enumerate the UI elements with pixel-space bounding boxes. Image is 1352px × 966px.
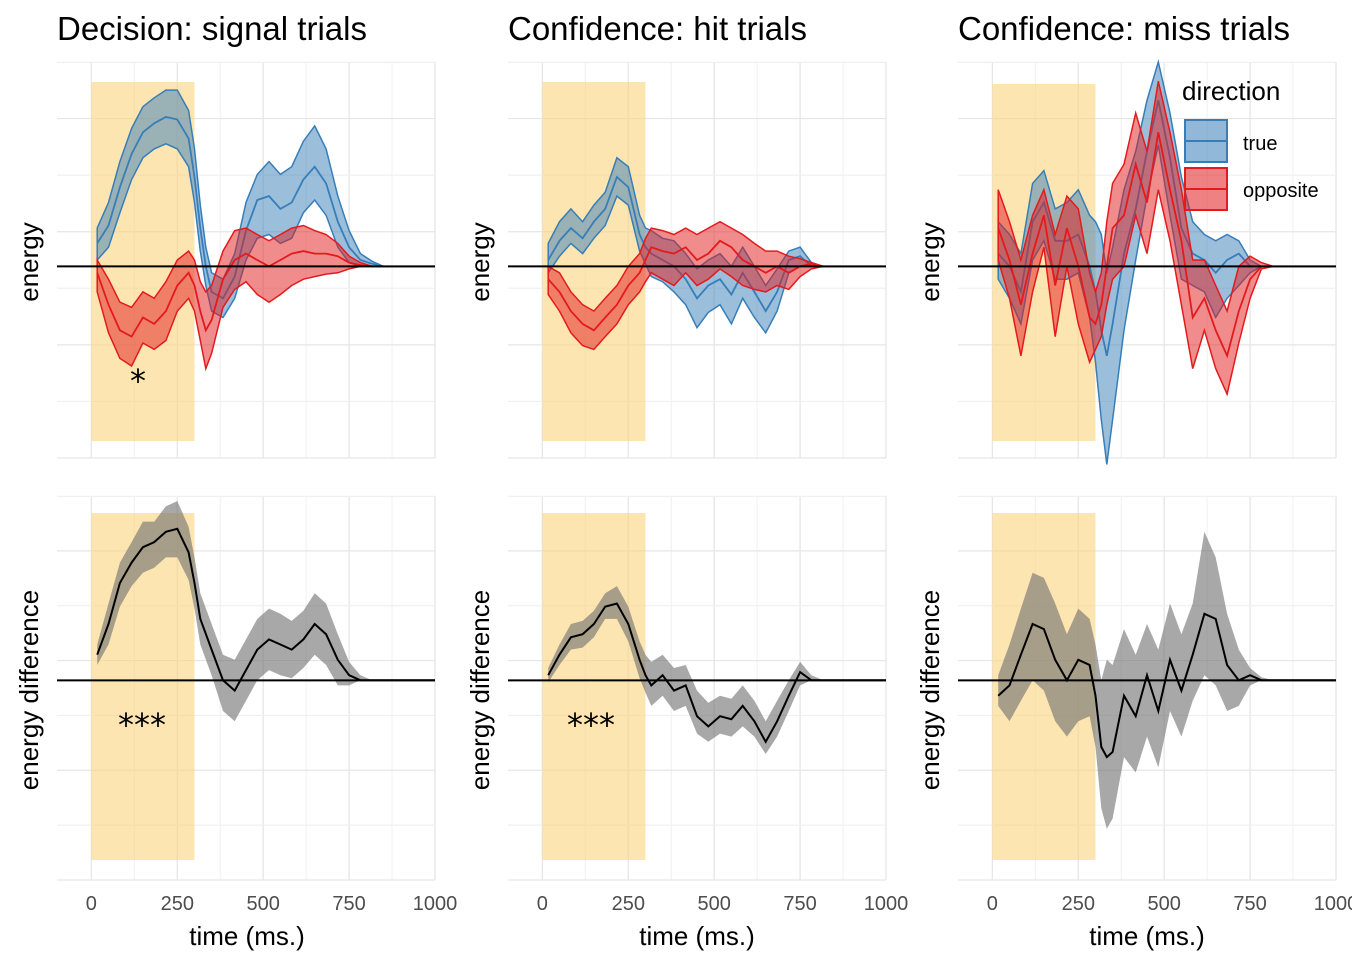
x-tick-label: 1000 xyxy=(1314,893,1352,915)
legend-label-true: true xyxy=(1243,133,1277,155)
xlabel-2: time (ms.) xyxy=(1089,921,1205,951)
x-tick-label: 750 xyxy=(1233,893,1266,915)
title-confidence-miss: Confidence: miss trials xyxy=(958,10,1290,47)
x-tick-label: 250 xyxy=(612,893,645,915)
x-tick-label: 1000 xyxy=(864,893,909,915)
mean-line-difference xyxy=(547,602,886,744)
significance-star-4: *** xyxy=(567,706,615,744)
ylabel-0: energy xyxy=(14,222,44,302)
x-tick-label: 500 xyxy=(1147,893,1180,915)
panel-decision-signal-energy xyxy=(57,61,436,459)
x-tick-label: 750 xyxy=(332,893,365,915)
x-tick-label: 500 xyxy=(697,893,730,915)
ribbon-difference xyxy=(548,586,886,754)
x-tick-label: 750 xyxy=(783,893,816,915)
mean-line-opposite xyxy=(96,250,435,338)
stimulus-window xyxy=(542,513,646,860)
legend-title: direction xyxy=(1182,76,1280,106)
x-tick-label: 250 xyxy=(161,893,194,915)
panel-confidence-miss-difference: 0 250 500 750 1000 xyxy=(958,495,1352,915)
x-tick-label: 500 xyxy=(246,893,279,915)
x-tick-label: 0 xyxy=(537,893,548,915)
ylabel-2: energy xyxy=(915,222,945,302)
xlabel-0: time (ms.) xyxy=(189,921,305,951)
ribbon-difference xyxy=(97,501,435,722)
x-tick-label: 0 xyxy=(987,893,998,915)
x-tick-label: 250 xyxy=(1062,893,1095,915)
ylabel-5: energy difference xyxy=(915,590,945,790)
panel-confidence-hit-difference: 0 250 500 750 1000 xyxy=(508,495,909,915)
stimulus-window xyxy=(542,82,646,441)
significance-star-3: *** xyxy=(118,706,166,744)
panel-confidence-miss-energy xyxy=(958,59,1337,465)
x-tick-label: 0 xyxy=(86,893,97,915)
mean-line-difference xyxy=(96,527,435,693)
title-confidence-hit: Confidence: hit trials xyxy=(508,10,807,47)
significance-star-0: * xyxy=(130,362,146,400)
ylabel-1: energy xyxy=(465,222,495,302)
panel-confidence-hit-energy xyxy=(508,61,887,459)
x-tick-label: 1000 xyxy=(413,893,458,915)
xlabel-1: time (ms.) xyxy=(639,921,755,951)
ylabel-4: energy difference xyxy=(465,590,495,790)
legend-label-opposite: opposite xyxy=(1243,180,1319,202)
ylabel-3: energy difference xyxy=(14,590,44,790)
legend: direction true opposite xyxy=(1182,76,1319,211)
mean-line-difference xyxy=(997,612,1336,759)
panel-decision-signal-difference: 0 250 500 750 1000 xyxy=(57,495,458,915)
title-decision-signal: Decision: signal trials xyxy=(57,10,367,47)
mean-line-opposite xyxy=(997,132,1336,359)
